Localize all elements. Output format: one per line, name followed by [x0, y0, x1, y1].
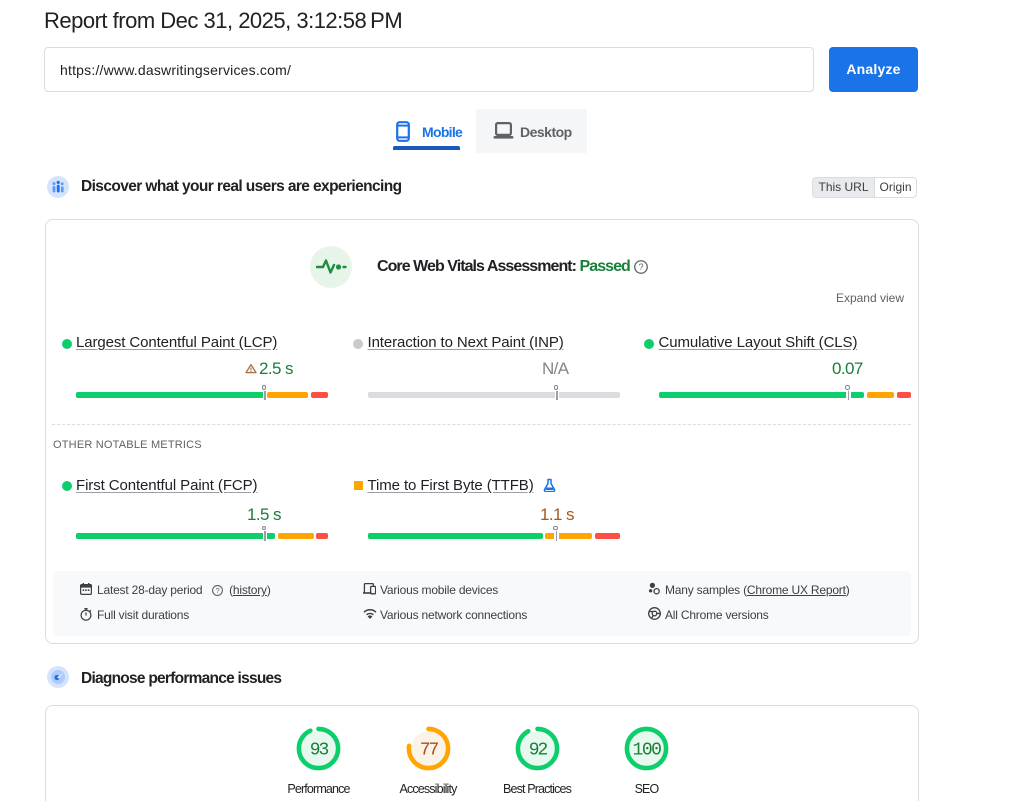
- svg-text:?: ?: [215, 586, 219, 595]
- svg-text:100: 100: [633, 741, 662, 761]
- svg-text:77: 77: [419, 741, 438, 761]
- svg-text:?: ?: [638, 262, 643, 272]
- svg-text:93: 93: [310, 741, 329, 761]
- svg-text:92: 92: [528, 741, 547, 761]
